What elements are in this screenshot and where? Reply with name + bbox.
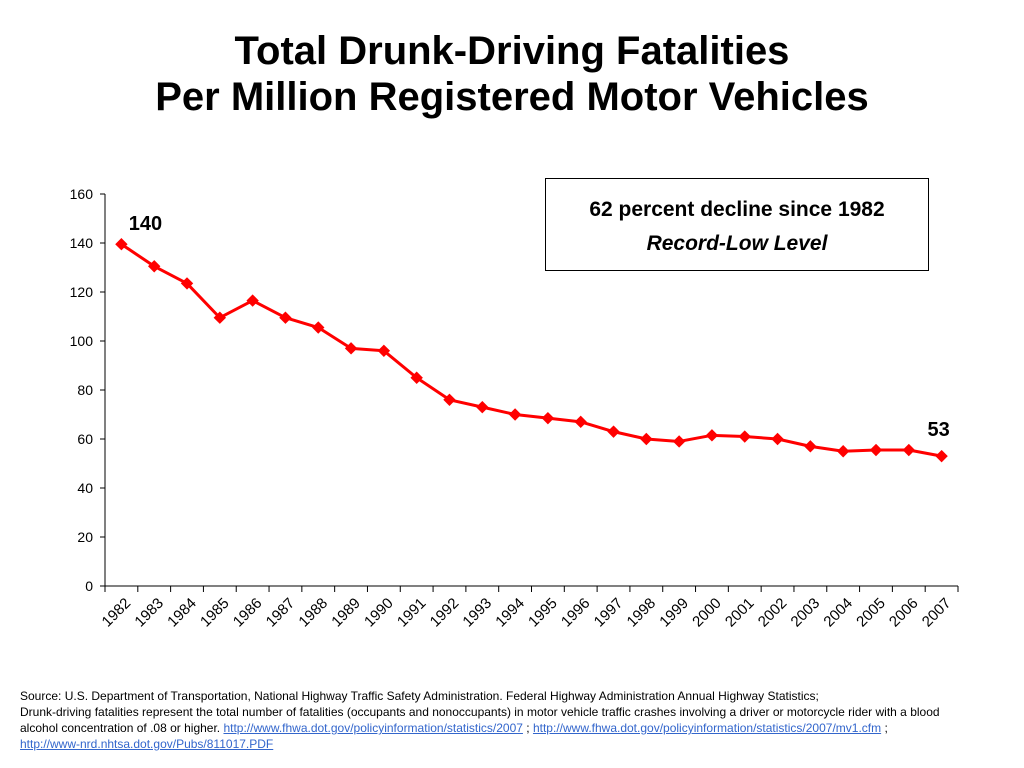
x-tick-label: 2002 — [755, 595, 791, 631]
data-point-marker — [476, 400, 489, 414]
data-point-marker — [279, 311, 292, 324]
data-point-marker — [508, 408, 522, 421]
x-tick-label: 1996 — [558, 595, 594, 631]
x-tick-label: 1992 — [427, 595, 463, 631]
data-point-marker — [410, 371, 423, 384]
series-line — [120, 242, 942, 458]
x-tick-label: 2006 — [886, 595, 922, 631]
x-tick-label: 1995 — [525, 595, 561, 631]
x-tick-label: 2005 — [853, 595, 889, 631]
data-label: 53 — [927, 419, 949, 441]
data-point-marker — [115, 238, 128, 251]
x-tick-label: 1984 — [164, 595, 200, 631]
x-tick-label: 1988 — [295, 595, 331, 631]
x-tick-label: 1991 — [394, 595, 430, 631]
x-tick-label: 1999 — [656, 595, 692, 631]
data-point-marker — [148, 260, 161, 273]
data-point-marker — [607, 425, 620, 438]
title-line-2: Per Million Registered Motor Vehicles — [155, 75, 869, 119]
source-separator-2: ; — [881, 721, 888, 735]
data-point-marker — [574, 415, 587, 429]
y-tick-label: 140 — [70, 235, 94, 251]
source-separator-1: ; — [522, 721, 533, 735]
data-point-marker — [246, 294, 259, 307]
callout-record-text: Record-Low Level — [646, 232, 828, 255]
source-line-2: Drunk-driving fatalities represent the t… — [20, 705, 940, 719]
y-tick-label: 80 — [77, 382, 93, 398]
data-point-marker — [541, 411, 555, 425]
chart-title: Total Drunk-Driving Fatalities Per Milli… — [0, 28, 1024, 120]
x-tick-label: 1987 — [263, 595, 299, 631]
source-line-1: Source: U.S. Department of Transportatio… — [20, 689, 819, 703]
data-point-marker — [705, 429, 719, 442]
x-tick-label: 2007 — [919, 595, 955, 631]
x-tick-label: 2004 — [820, 595, 856, 631]
x-tick-label: 1993 — [459, 595, 495, 631]
x-tick-label: 1989 — [328, 595, 364, 631]
y-tick-label: 120 — [70, 284, 94, 300]
line-chart: 0204060801001201401601982198319841985198… — [70, 186, 959, 631]
data-point-marker — [312, 321, 325, 334]
data-point-marker — [640, 432, 653, 446]
data-point-marker — [180, 277, 194, 290]
x-tick-label: 1983 — [131, 595, 167, 631]
x-tick-label: 1990 — [361, 595, 397, 631]
x-tick-label: 1997 — [591, 595, 627, 631]
y-tick-label: 0 — [85, 578, 93, 594]
y-tick-label: 160 — [70, 186, 94, 202]
title-line-1: Total Drunk-Driving Fatalities — [234, 29, 790, 73]
source-line-4: http://www-nrd.nhtsa.dot.gov/Pubs/811017… — [20, 736, 1010, 752]
callout-decline-text: 62 percent decline since 1982 — [589, 198, 885, 221]
data-point-marker — [443, 393, 456, 407]
source-line-3: alcohol concentration of .08 or higher. … — [20, 720, 1010, 736]
data-point-marker — [377, 344, 391, 358]
source-line-3-text: alcohol concentration of .08 or higher. — [20, 721, 224, 735]
data-point-marker — [869, 443, 883, 457]
data-label: 140 — [129, 213, 162, 235]
x-tick-label: 2001 — [722, 595, 758, 631]
x-tick-label: 1998 — [624, 595, 660, 631]
data-point-marker — [344, 342, 358, 355]
source-note: Source: U.S. Department of Transportatio… — [20, 688, 1010, 752]
data-point-marker — [804, 440, 817, 453]
data-point-marker — [935, 449, 948, 463]
x-tick-label: 2003 — [788, 595, 824, 631]
x-tick-label: 1985 — [197, 595, 233, 631]
x-tick-label: 1986 — [230, 595, 266, 631]
y-tick-label: 20 — [77, 529, 93, 545]
data-point-marker — [771, 432, 784, 446]
callout-box: 62 percent decline since 1982 Record-Low… — [545, 178, 929, 271]
source-link-fhwa-mv1[interactable]: http://www.fhwa.dot.gov/policyinformatio… — [532, 721, 882, 735]
data-point-marker — [213, 311, 227, 324]
data-point-marker — [672, 435, 686, 448]
source-link-fhwa-2007[interactable]: http://www.fhwa.dot.gov/policyinformatio… — [223, 721, 523, 735]
source-link-nhtsa[interactable]: http://www-nrd.nhtsa.dot.gov/Pubs/811017… — [20, 737, 274, 751]
data-point-marker — [902, 443, 915, 457]
data-point-marker — [836, 445, 850, 458]
y-tick-label: 60 — [77, 431, 93, 447]
y-tick-label: 100 — [70, 333, 94, 349]
y-tick-label: 40 — [77, 480, 93, 496]
x-tick-label: 1982 — [99, 595, 135, 631]
x-tick-label: 1994 — [492, 595, 528, 631]
data-point-marker — [738, 430, 751, 443]
x-tick-label: 2000 — [689, 595, 725, 631]
